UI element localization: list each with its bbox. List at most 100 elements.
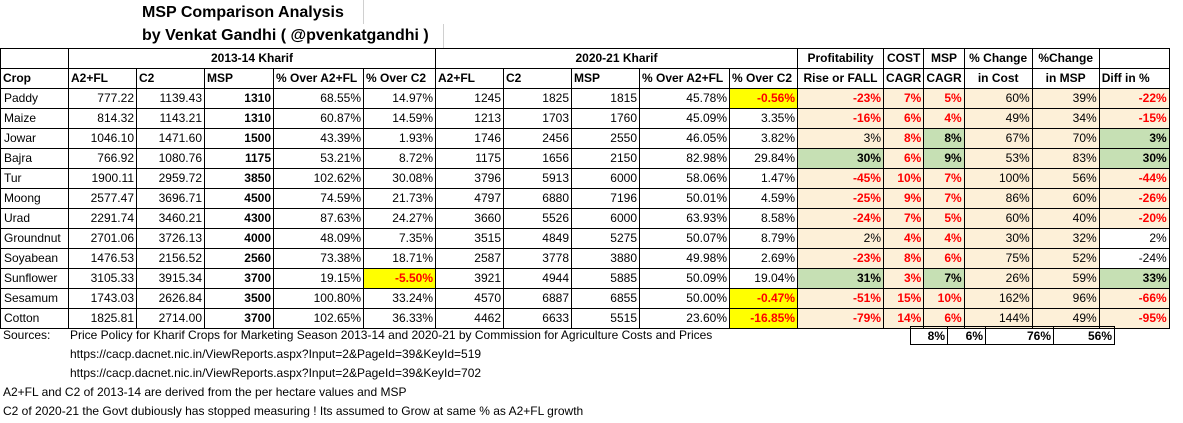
col-header-over-c2-2013: % Over C2 xyxy=(363,68,436,89)
cell-a2fl-2013: 777.22 xyxy=(68,88,137,109)
cell-cost-cagr: 8% xyxy=(882,248,925,269)
cell-msp-2020: 2150 xyxy=(571,148,640,169)
cell-cost-cagr: 3% xyxy=(882,268,925,289)
cell-msp-2013: 3700 xyxy=(204,308,274,329)
column-header-row: Crop A2+FL C2 MSP % Over A2+FL % Over C2… xyxy=(0,68,1170,89)
cell-over-c2-2013: 18.71% xyxy=(363,248,436,269)
cell-msp-cagr: 6% xyxy=(923,308,965,329)
cell-a2fl-2020: 3515 xyxy=(435,228,504,249)
cell-c2-2020: 4849 xyxy=(503,228,572,249)
cell-a2fl-2020: 4797 xyxy=(435,188,504,209)
cell-c2-2013: 2959.72 xyxy=(136,168,205,189)
cell-cost-cagr: 7% xyxy=(882,208,925,229)
cell-over-a2fl-2013: 53.21% xyxy=(273,148,364,169)
cell-msp-2013: 3850 xyxy=(204,168,274,189)
cell-msp-cagr: 10% xyxy=(923,288,965,309)
cell-over-a2fl-2013: 102.62% xyxy=(273,168,364,189)
cell-msp-2020: 2550 xyxy=(571,128,640,149)
cell-c2-2020: 1703 xyxy=(503,108,572,129)
cell-diff: 30% xyxy=(1098,148,1170,169)
cell-msp-cagr: 9% xyxy=(923,148,965,169)
sheet-title: MSP Comparison Analysis xyxy=(142,4,344,21)
source-url-2013[interactable]: https://cacp.dacnet.nic.in/ViewReports.a… xyxy=(70,347,482,361)
cell-crop: Sesamum xyxy=(0,288,69,309)
cell-over-a2fl-2013: 102.65% xyxy=(273,308,364,329)
cell-c2-2013: 3726.13 xyxy=(136,228,205,249)
cell-pct-change-msp: 96% xyxy=(1031,288,1100,309)
cell-msp-2013: 4000 xyxy=(204,228,274,249)
cell-pct-change-cost: 49% xyxy=(963,108,1033,129)
table-row: Maize 814.32 1143.21 1310 60.87% 14.59% 1213 17… xyxy=(0,108,1170,129)
cell-profitability: -45% xyxy=(797,168,884,189)
col-header-c2-2013: C2 xyxy=(136,68,205,89)
cell-profitability: -16% xyxy=(797,108,884,129)
cell-pct-change-msp: 49% xyxy=(1031,308,1100,329)
cell-diff: -44% xyxy=(1098,168,1170,189)
cell-c2-2013: 1080.76 xyxy=(136,148,205,169)
cell-a2fl-2013: 2577.47 xyxy=(68,188,137,209)
sheet-subtitle: by Venkat Gandhi ( @pvenkatgandhi ) xyxy=(142,27,429,44)
cell-a2fl-2020: 2587 xyxy=(435,248,504,269)
cell-pct-change-msp: 34% xyxy=(1031,108,1100,129)
cell-over-a2fl-2013: 87.63% xyxy=(273,208,364,229)
col-header-msp-2020: MSP xyxy=(571,68,640,89)
col-header-msp-cagr: CAGR xyxy=(923,68,965,89)
cell-over-a2fl-2013: 100.80% xyxy=(273,288,364,309)
cell-over-a2fl-2013: 68.55% xyxy=(273,88,364,109)
cell-over-c2-2013: 1.93% xyxy=(363,128,436,149)
cell-a2fl-2020: 3796 xyxy=(435,168,504,189)
cell-pct-change-msp: 32% xyxy=(1031,228,1100,249)
cell-over-c2-2013: 14.97% xyxy=(363,88,436,109)
table-row: Tur 1900.11 2959.72 3850 102.62% 30.08% 3796 59… xyxy=(0,168,1170,189)
cell-c2-2020: 6887 xyxy=(503,288,572,309)
cell-cost-cagr: 7% xyxy=(882,88,925,109)
cell-over-a2fl-2013: 60.87% xyxy=(273,108,364,129)
cell-diff: -26% xyxy=(1098,188,1170,209)
table-row: Bajra 766.92 1080.76 1175 53.21% 8.72% 1175 165… xyxy=(0,148,1170,169)
col-header-pct-change-msp: in MSP xyxy=(1031,68,1100,89)
cell-a2fl-2020: 1213 xyxy=(435,108,504,129)
cell-over-a2fl-2020: 50.07% xyxy=(639,228,730,249)
cell-c2-2013: 3915.34 xyxy=(136,268,205,289)
cell-a2fl-2020: 3921 xyxy=(435,268,504,289)
group-header-pct-change-msp: %Change xyxy=(1031,48,1100,69)
cell-over-c2-2013: 24.27% xyxy=(363,208,436,229)
cell-msp-cagr: 5% xyxy=(923,88,965,109)
cell-over-c2-2020: 3.35% xyxy=(729,108,798,129)
cell-msp-2020: 5885 xyxy=(571,268,640,289)
cell-over-a2fl-2020: 50.00% xyxy=(639,288,730,309)
cell-a2fl-2013: 3105.33 xyxy=(68,268,137,289)
cell-divider xyxy=(363,0,364,24)
cell-over-c2-2020: -16.85% xyxy=(729,308,798,329)
cell-a2fl-2013: 2701.06 xyxy=(68,228,137,249)
cell-diff: -66% xyxy=(1098,288,1170,309)
cell-cost-cagr: 10% xyxy=(882,168,925,189)
cell-over-a2fl-2020: 49.98% xyxy=(639,248,730,269)
cell-over-c2-2020: 4.59% xyxy=(729,188,798,209)
cell-crop: Cotton xyxy=(0,308,69,329)
cell-over-c2-2020: 8.58% xyxy=(729,208,798,229)
cell-profitability: -24% xyxy=(797,208,884,229)
cell-c2-2020: 3778 xyxy=(503,248,572,269)
cell-diff: 2% xyxy=(1098,228,1170,249)
cell-msp-cagr: 6% xyxy=(923,248,965,269)
cell-over-a2fl-2020: 45.09% xyxy=(639,108,730,129)
cell-a2fl-2020: 4462 xyxy=(435,308,504,329)
source-url-2020[interactable]: https://cacp.dacnet.nic.in/ViewReports.a… xyxy=(70,366,482,380)
col-header-over-a2fl-2013: % Over A2+FL xyxy=(273,68,364,89)
cell-over-a2fl-2020: 45.78% xyxy=(639,88,730,109)
cell-crop: Maize xyxy=(0,108,69,129)
table-row: Soyabean 1476.53 2156.52 2560 73.38% 18.71% 25… xyxy=(0,248,1170,269)
cell-diff: -95% xyxy=(1098,308,1170,329)
cell-pct-change-cost: 60% xyxy=(963,88,1033,109)
cell-profitability: -23% xyxy=(797,88,884,109)
table-row: Jowar 1046.10 1471.60 1500 43.39% 1.93% 1746 24… xyxy=(0,128,1170,149)
cell-a2fl-2013: 1743.03 xyxy=(68,288,137,309)
cell-a2fl-2020: 4570 xyxy=(435,288,504,309)
cell-c2-2020: 4944 xyxy=(503,268,572,289)
cell-over-c2-2020: -0.56% xyxy=(729,88,798,109)
col-header-rise-fall: Rise or FALL xyxy=(797,68,884,89)
cell-crop: Urad xyxy=(0,208,69,229)
cell-msp-cagr: 7% xyxy=(923,268,965,289)
cell-pct-change-cost: 26% xyxy=(963,268,1033,289)
